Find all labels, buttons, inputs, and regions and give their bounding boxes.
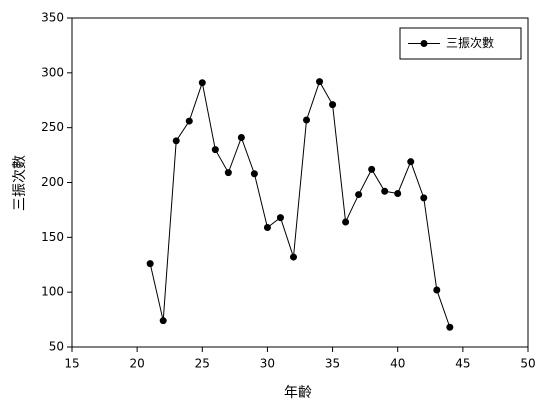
- x-tick-label: 30: [260, 357, 275, 371]
- y-tick-label: 350: [41, 11, 64, 25]
- x-tick-label: 40: [390, 357, 405, 371]
- x-tick-label: 45: [455, 357, 470, 371]
- x-tick-label: 50: [520, 357, 535, 371]
- data-point: [303, 116, 311, 124]
- data-point: [329, 101, 337, 109]
- x-axis-label: 年齡: [284, 385, 312, 401]
- data-point: [263, 223, 271, 231]
- plot-frame: [71, 17, 529, 348]
- data-point: [289, 253, 297, 261]
- data-point: [355, 191, 363, 199]
- data-point: [159, 317, 167, 325]
- data-point: [198, 79, 206, 87]
- x-tick-label: 25: [195, 357, 210, 371]
- y-tick-label: 250: [41, 120, 64, 134]
- data-point: [433, 286, 441, 294]
- data-point: [446, 323, 454, 331]
- data-point: [342, 218, 350, 226]
- y-tick-label: 150: [41, 230, 64, 244]
- data-point: [368, 165, 376, 173]
- data-point: [250, 170, 258, 178]
- data-point: [316, 78, 324, 86]
- data-point: [146, 260, 154, 268]
- data-point: [172, 137, 180, 145]
- data-point: [276, 214, 284, 222]
- data-point: [394, 189, 402, 197]
- series-line: [149, 80, 451, 328]
- y-tick-label: 50: [49, 340, 64, 354]
- y-tick-label: 200: [41, 175, 64, 189]
- data-point: [237, 134, 245, 142]
- y-axis-label: 三振次數: [12, 155, 28, 211]
- legend-label: 三振次數: [446, 36, 494, 50]
- data-point: [420, 194, 428, 202]
- x-tick-label: 15: [64, 357, 79, 371]
- data-point: [224, 169, 232, 177]
- legend-marker: [420, 40, 428, 47]
- y-tick-label: 300: [41, 65, 64, 79]
- x-tick-label: 35: [325, 357, 340, 371]
- data-point: [185, 117, 193, 125]
- data-point: [407, 158, 415, 166]
- x-tick-label: 20: [130, 357, 145, 371]
- y-tick-label: 100: [41, 285, 64, 299]
- data-point: [211, 146, 219, 154]
- data-point: [381, 187, 389, 195]
